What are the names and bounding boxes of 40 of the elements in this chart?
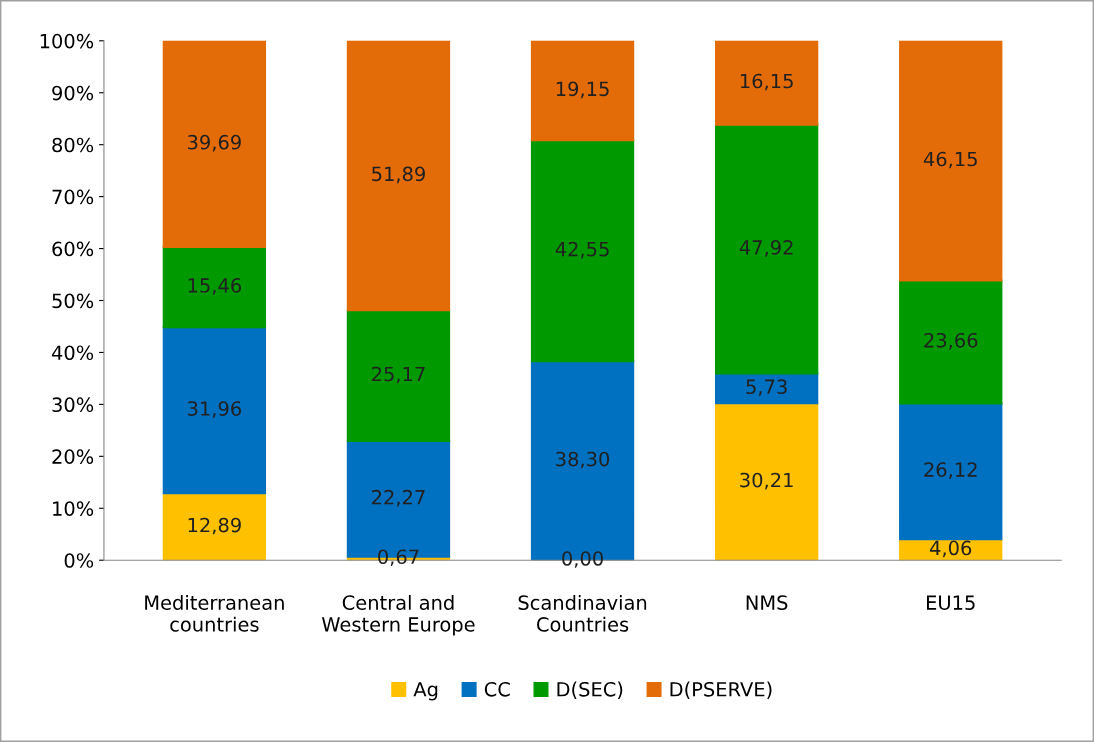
data-label: 22,27 <box>372 489 425 507</box>
legend-label: D(PSERVE) <box>670 681 772 699</box>
x-tick-label: Central and Western Europe <box>321 594 475 636</box>
legend-label: D(SEC) <box>557 681 623 699</box>
y-tick-label: 70% <box>52 189 94 205</box>
x-tick-label: EU15 <box>927 595 975 610</box>
y-tick-label: 10% <box>53 501 94 516</box>
x-tick-label: Mediterranean countries <box>145 594 284 632</box>
y-tick-label: 80% <box>52 137 94 153</box>
y-tick-label: 40% <box>51 345 94 361</box>
y-tick-label: 100% <box>40 33 94 49</box>
y-tick-label: 90% <box>52 85 94 101</box>
data-label: 42,55 <box>555 241 609 259</box>
y-tick-label: 20% <box>52 449 94 464</box>
data-label: 31,96 <box>188 401 241 418</box>
data-label: 47,92 <box>739 240 793 257</box>
data-label: 23,66 <box>924 332 978 350</box>
y-tick-label: 50% <box>52 293 94 309</box>
data-label: 5,73 <box>746 379 787 397</box>
data-label: 4,06 <box>930 540 972 558</box>
y-tick-label: 30% <box>52 397 94 413</box>
data-label: 51,89 <box>372 166 425 184</box>
x-tick-label: Scandinavian Countries <box>518 594 647 632</box>
data-label: 0,00 <box>562 551 603 568</box>
data-label: 15,46 <box>188 278 241 295</box>
legend-label: Ag <box>413 682 438 701</box>
data-label: 0,67 <box>378 549 419 567</box>
data-label: 26,12 <box>924 462 977 479</box>
data-label: 38,30 <box>556 451 610 469</box>
data-label: 39,69 <box>188 134 241 152</box>
data-label: 30,21 <box>740 472 793 490</box>
data-label: 12,89 <box>188 517 241 535</box>
legend-label: CC <box>484 681 510 697</box>
data-label: 19,15 <box>556 81 609 99</box>
data-label: 25,17 <box>372 366 425 384</box>
data-label: 16,15 <box>740 73 793 91</box>
x-tick-label: NMS <box>746 595 788 610</box>
data-label: 46,15 <box>923 151 977 169</box>
y-tick-label: 60% <box>52 241 94 257</box>
y-tick-label: 0% <box>64 553 94 568</box>
